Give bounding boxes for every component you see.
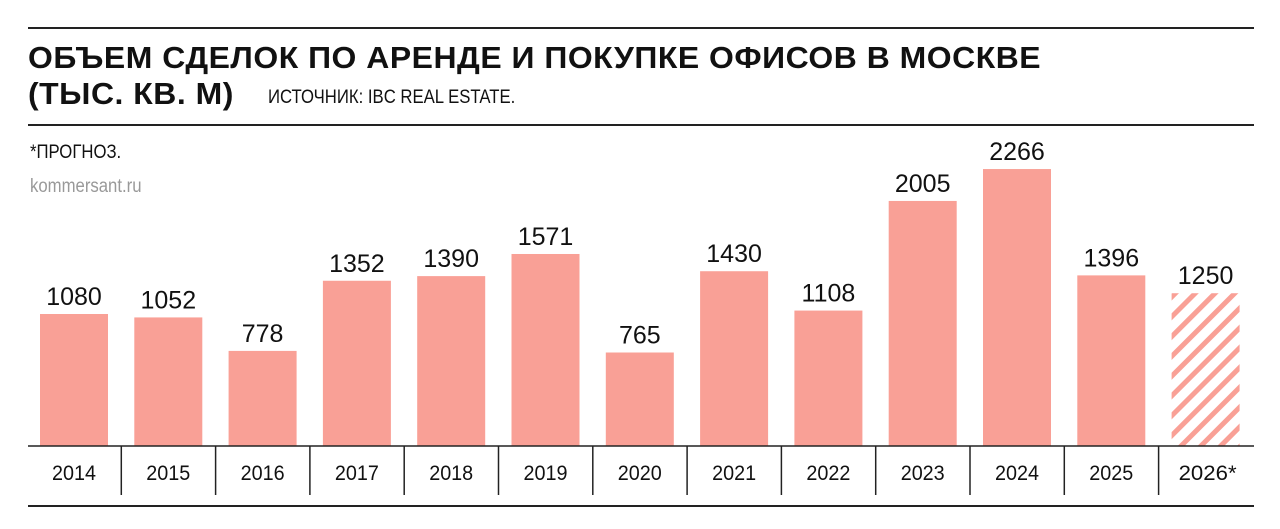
data-label: 2005 — [895, 170, 951, 198]
data-label: 1430 — [706, 240, 762, 268]
data-label: 1080 — [46, 283, 102, 311]
bar-2017 — [322, 280, 391, 446]
bar-2014 — [40, 314, 108, 446]
forecast-note: *ПРОГНОЗ. — [30, 142, 122, 163]
data-label: 1250 — [1178, 262, 1234, 290]
bar-2015 — [134, 317, 203, 446]
data-label: 1108 — [802, 280, 856, 308]
top-rule — [28, 27, 1254, 29]
bar-2022 — [794, 310, 863, 446]
bar-2023 — [888, 200, 957, 446]
bar-2024 — [983, 169, 1051, 447]
data-label: 1396 — [1083, 244, 1139, 272]
x-tick-label: 2018 — [429, 462, 473, 485]
x-tick-label: 2017 — [335, 462, 379, 485]
x-tick-label: 2016 — [241, 462, 285, 485]
chart-subtitle: (ТЫС. КВ. М) — [28, 76, 234, 111]
x-tick-label: 2020 — [618, 462, 662, 485]
x-tick-label: 2023 — [901, 462, 945, 485]
bar-2021 — [700, 271, 769, 446]
bar-2025 — [1077, 275, 1146, 446]
bar-2020 — [605, 352, 674, 446]
bar-2018 — [417, 276, 486, 446]
x-tick-label: 2021 — [712, 462, 756, 485]
x-tick-label: 2026* — [1179, 462, 1237, 485]
header-rule — [28, 124, 1254, 126]
data-label: 2266 — [989, 138, 1045, 166]
x-tick-label: 2025 — [1089, 462, 1133, 485]
data-label: 765 — [619, 322, 661, 350]
bar-2026* — [1171, 293, 1240, 446]
data-label: 1571 — [518, 223, 574, 251]
x-tick-label: 2014 — [52, 462, 96, 485]
data-label: 1352 — [329, 250, 385, 278]
bar-2019 — [511, 253, 580, 446]
x-tick-label: 2019 — [524, 462, 568, 485]
data-label: 1390 — [423, 245, 479, 273]
data-label: 778 — [242, 320, 284, 348]
chart-title: ОБЪЕМ СДЕЛОК ПО АРЕНДЕ И ПОКУПКЕ ОФИСОВ … — [28, 40, 1042, 75]
x-tick-label: 2015 — [146, 462, 190, 485]
bar-2016 — [228, 350, 297, 446]
x-tick-label: 2022 — [806, 462, 850, 485]
source-text: ИСТОЧНИК: IBC REAL ESTATE. — [268, 87, 516, 108]
data-label: 1052 — [140, 286, 196, 314]
site-credit: kommersant.ru — [30, 176, 142, 197]
x-tick-label: 2024 — [995, 462, 1039, 485]
